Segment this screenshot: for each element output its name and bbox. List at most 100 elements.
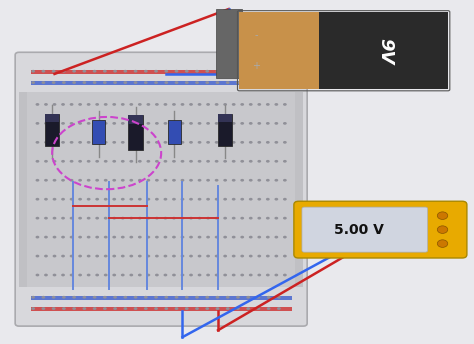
Circle shape [87, 273, 91, 276]
Circle shape [129, 198, 133, 201]
Circle shape [283, 273, 287, 276]
Circle shape [112, 122, 116, 125]
Circle shape [206, 179, 210, 182]
Circle shape [36, 273, 39, 276]
Circle shape [232, 273, 236, 276]
Circle shape [78, 217, 82, 219]
Circle shape [138, 179, 142, 182]
Circle shape [266, 160, 270, 163]
Circle shape [164, 198, 167, 201]
Circle shape [78, 255, 82, 257]
Bar [239, 12, 319, 89]
Circle shape [189, 255, 193, 257]
Circle shape [223, 122, 227, 125]
Circle shape [189, 236, 193, 238]
Circle shape [223, 255, 227, 257]
Circle shape [78, 273, 82, 276]
Circle shape [198, 255, 201, 257]
Circle shape [240, 160, 244, 163]
Circle shape [277, 81, 281, 84]
Circle shape [52, 81, 55, 84]
Circle shape [70, 141, 73, 144]
Circle shape [198, 198, 201, 201]
Circle shape [93, 70, 97, 73]
Circle shape [215, 198, 219, 201]
Circle shape [172, 255, 176, 257]
Circle shape [61, 255, 65, 257]
Bar [295, 92, 303, 287]
Circle shape [134, 81, 137, 84]
Circle shape [103, 81, 107, 84]
Circle shape [181, 160, 184, 163]
Circle shape [146, 103, 150, 106]
Circle shape [146, 179, 150, 182]
Circle shape [123, 307, 127, 310]
Circle shape [112, 103, 116, 106]
Circle shape [44, 122, 48, 125]
Circle shape [104, 160, 108, 163]
Circle shape [266, 122, 270, 125]
Circle shape [95, 122, 99, 125]
Circle shape [138, 160, 142, 163]
Circle shape [195, 296, 199, 299]
Circle shape [195, 307, 199, 310]
Circle shape [138, 141, 142, 144]
Circle shape [146, 255, 150, 257]
Circle shape [123, 81, 127, 84]
Circle shape [249, 273, 253, 276]
Circle shape [205, 81, 209, 84]
Circle shape [164, 122, 167, 125]
Circle shape [146, 141, 150, 144]
Bar [31, 81, 292, 85]
Circle shape [36, 141, 39, 144]
Circle shape [36, 122, 39, 125]
Circle shape [274, 273, 278, 276]
Circle shape [283, 141, 287, 144]
Circle shape [53, 122, 56, 125]
Circle shape [257, 255, 261, 257]
Circle shape [266, 273, 270, 276]
Circle shape [274, 141, 278, 144]
Circle shape [277, 307, 281, 310]
Circle shape [240, 179, 244, 182]
Circle shape [198, 122, 201, 125]
Bar [128, 115, 143, 150]
Circle shape [129, 273, 133, 276]
Circle shape [232, 122, 236, 125]
Circle shape [236, 70, 240, 73]
Circle shape [70, 122, 73, 125]
Circle shape [189, 141, 193, 144]
Circle shape [172, 103, 176, 106]
Circle shape [236, 296, 240, 299]
Circle shape [205, 70, 209, 73]
Circle shape [181, 198, 184, 201]
Circle shape [283, 198, 287, 201]
Circle shape [87, 103, 91, 106]
Circle shape [95, 217, 99, 219]
Circle shape [112, 217, 116, 219]
Circle shape [172, 122, 176, 125]
Circle shape [164, 255, 167, 257]
Circle shape [44, 160, 48, 163]
Circle shape [246, 307, 250, 310]
Circle shape [266, 179, 270, 182]
Circle shape [249, 122, 253, 125]
Circle shape [44, 198, 48, 201]
Circle shape [87, 198, 91, 201]
Bar [19, 92, 27, 287]
Circle shape [223, 179, 227, 182]
Circle shape [62, 296, 66, 299]
Circle shape [53, 217, 56, 219]
Circle shape [78, 198, 82, 201]
Circle shape [78, 141, 82, 144]
Circle shape [181, 141, 184, 144]
Circle shape [226, 307, 229, 310]
Circle shape [155, 236, 159, 238]
Circle shape [189, 179, 193, 182]
Circle shape [44, 179, 48, 182]
Bar [31, 70, 292, 74]
Circle shape [249, 255, 253, 257]
Bar [128, 115, 143, 124]
Circle shape [164, 296, 168, 299]
Circle shape [232, 217, 236, 219]
